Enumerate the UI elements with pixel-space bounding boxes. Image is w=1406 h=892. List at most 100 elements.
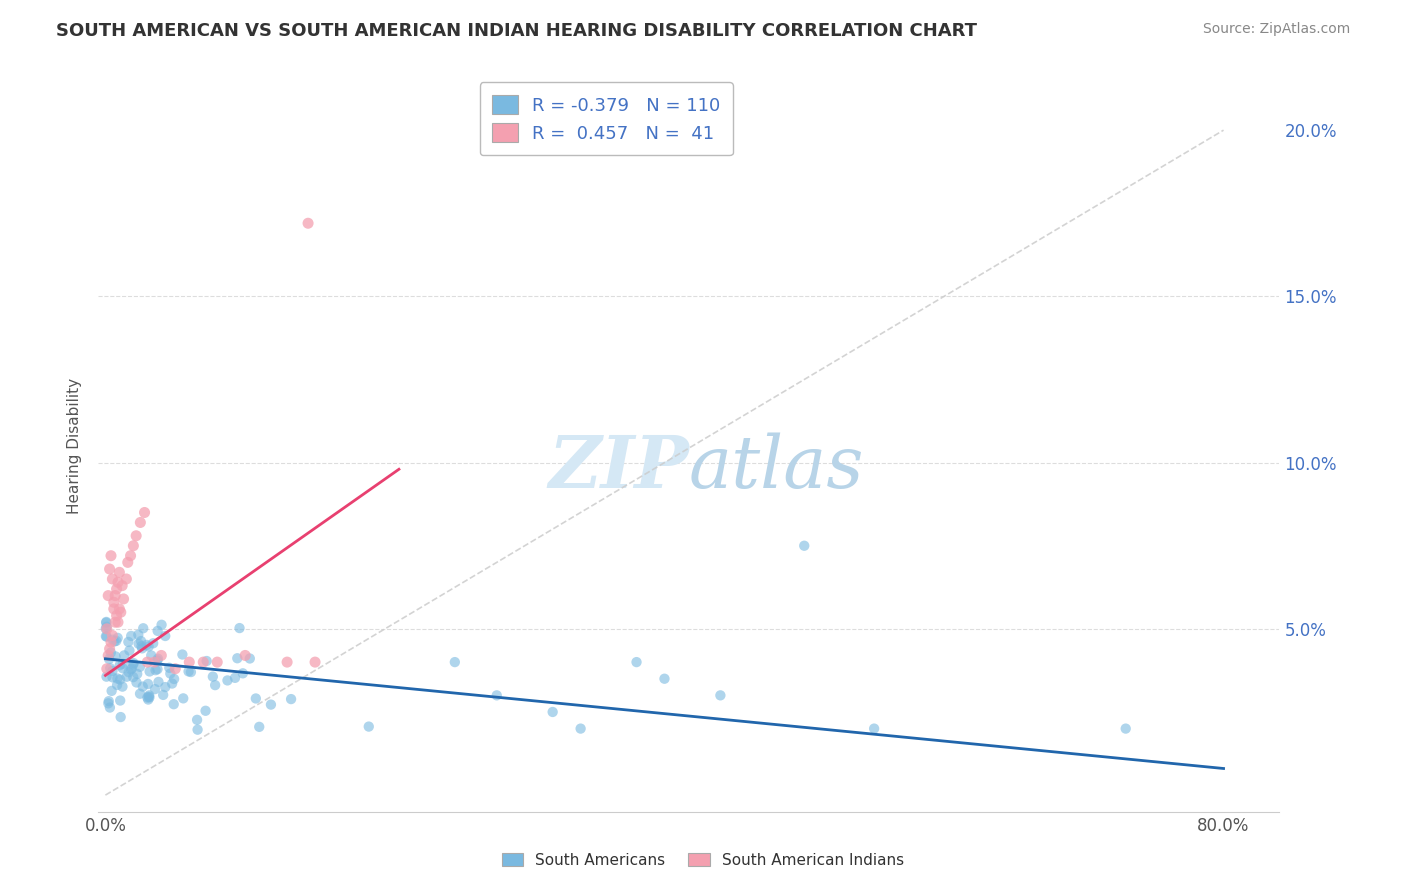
Point bbox=[136, 655, 159, 669]
Point bbox=[163, 672, 186, 686]
Point bbox=[111, 579, 134, 593]
Point bbox=[125, 675, 148, 690]
Point bbox=[304, 655, 326, 669]
Point bbox=[122, 539, 145, 553]
Point bbox=[863, 722, 886, 736]
Point bbox=[107, 631, 129, 645]
Point bbox=[136, 690, 159, 705]
Point bbox=[148, 674, 170, 689]
Point bbox=[96, 670, 118, 684]
Point bbox=[193, 655, 215, 669]
Point bbox=[125, 529, 148, 543]
Point bbox=[108, 566, 131, 580]
Point bbox=[194, 704, 217, 718]
Point bbox=[129, 660, 152, 674]
Point bbox=[569, 722, 592, 736]
Point bbox=[205, 655, 228, 669]
Point bbox=[97, 696, 120, 710]
Point bbox=[138, 665, 160, 679]
Text: ZIP: ZIP bbox=[548, 433, 689, 503]
Point bbox=[201, 670, 224, 684]
Y-axis label: Hearing Disability: Hearing Disability bbox=[67, 378, 83, 514]
Point bbox=[541, 705, 564, 719]
Point bbox=[122, 670, 145, 684]
Point bbox=[117, 635, 139, 649]
Point bbox=[127, 667, 149, 681]
Point bbox=[100, 635, 122, 649]
Point bbox=[146, 654, 169, 668]
Point bbox=[157, 661, 180, 675]
Point bbox=[160, 676, 183, 690]
Point bbox=[96, 630, 118, 644]
Point bbox=[107, 575, 129, 590]
Point bbox=[111, 680, 134, 694]
Point bbox=[626, 655, 648, 669]
Point bbox=[105, 582, 128, 596]
Point bbox=[101, 670, 124, 684]
Point bbox=[115, 572, 138, 586]
Point bbox=[122, 656, 145, 670]
Point bbox=[186, 713, 208, 727]
Point bbox=[97, 589, 120, 603]
Point bbox=[128, 637, 150, 651]
Point bbox=[105, 633, 128, 648]
Point bbox=[96, 615, 118, 629]
Point bbox=[103, 634, 125, 648]
Point bbox=[100, 646, 122, 660]
Point bbox=[135, 638, 157, 652]
Point bbox=[94, 615, 117, 630]
Point bbox=[108, 602, 131, 616]
Point bbox=[155, 680, 177, 694]
Point bbox=[101, 632, 124, 647]
Point bbox=[260, 698, 283, 712]
Text: SOUTH AMERICAN VS SOUTH AMERICAN INDIAN HEARING DISABILITY CORRELATION CHART: SOUTH AMERICAN VS SOUTH AMERICAN INDIAN … bbox=[56, 22, 977, 40]
Point bbox=[297, 216, 319, 230]
Text: atlas: atlas bbox=[689, 433, 865, 503]
Point bbox=[163, 697, 186, 711]
Point bbox=[145, 663, 167, 677]
Point bbox=[276, 655, 298, 669]
Point bbox=[159, 666, 181, 681]
Point bbox=[129, 687, 152, 701]
Point bbox=[138, 690, 160, 705]
Point bbox=[143, 655, 166, 669]
Point bbox=[111, 657, 134, 671]
Point bbox=[108, 693, 131, 707]
Point bbox=[100, 684, 122, 698]
Point bbox=[141, 648, 163, 663]
Point bbox=[96, 620, 118, 634]
Point bbox=[127, 628, 149, 642]
Point bbox=[94, 622, 117, 636]
Point bbox=[709, 689, 731, 703]
Point bbox=[155, 629, 177, 643]
Point bbox=[172, 691, 194, 706]
Point bbox=[245, 691, 267, 706]
Point bbox=[232, 666, 254, 681]
Point bbox=[103, 595, 125, 609]
Point bbox=[100, 549, 122, 563]
Point bbox=[1115, 722, 1137, 736]
Point bbox=[443, 655, 465, 669]
Legend: South Americans, South American Indians: South Americans, South American Indians bbox=[494, 845, 912, 875]
Point bbox=[117, 555, 139, 569]
Point bbox=[118, 643, 141, 657]
Point bbox=[136, 692, 159, 706]
Point bbox=[129, 634, 152, 648]
Point bbox=[195, 654, 218, 668]
Point bbox=[120, 629, 142, 643]
Point bbox=[97, 694, 120, 708]
Point bbox=[103, 602, 125, 616]
Point bbox=[98, 661, 121, 675]
Point bbox=[165, 662, 187, 676]
Point bbox=[108, 658, 131, 673]
Point bbox=[131, 640, 153, 654]
Point bbox=[110, 605, 132, 619]
Point bbox=[143, 682, 166, 697]
Point bbox=[152, 688, 174, 702]
Point bbox=[96, 622, 118, 636]
Point bbox=[131, 641, 153, 656]
Point bbox=[793, 539, 815, 553]
Point bbox=[179, 655, 201, 669]
Point bbox=[101, 628, 124, 642]
Point bbox=[654, 672, 676, 686]
